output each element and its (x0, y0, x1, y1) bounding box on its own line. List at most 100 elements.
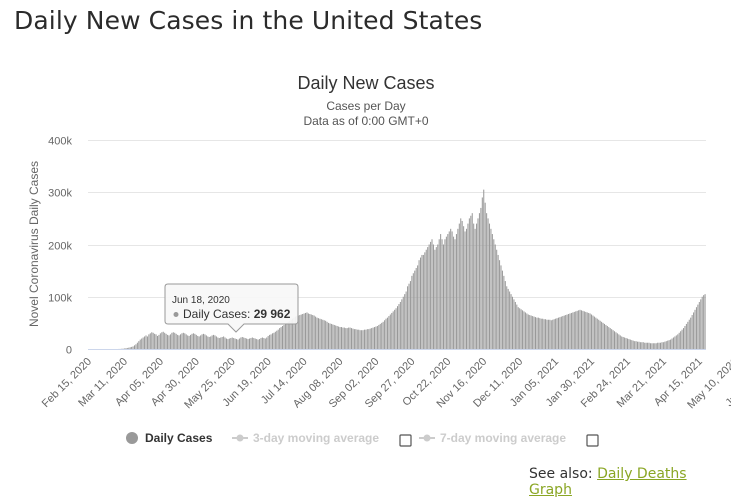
bar[interactable] (339, 327, 341, 349)
bar[interactable] (457, 228, 459, 349)
bar[interactable] (500, 265, 502, 349)
bar[interactable] (670, 339, 672, 349)
bar[interactable] (164, 332, 166, 349)
bar[interactable] (701, 296, 703, 349)
bar[interactable] (467, 223, 469, 349)
bar[interactable] (660, 342, 662, 349)
bar[interactable] (621, 336, 623, 349)
bar[interactable] (250, 338, 252, 349)
bar[interactable] (182, 332, 184, 349)
bar[interactable] (302, 313, 304, 349)
bar[interactable] (397, 306, 399, 349)
legend-item-daily-cases[interactable]: Daily Cases (126, 431, 213, 445)
bar[interactable] (292, 318, 294, 349)
bar[interactable] (139, 339, 141, 349)
bar[interactable] (645, 342, 647, 349)
bar[interactable] (453, 236, 455, 349)
bar[interactable] (458, 223, 460, 349)
bar[interactable] (626, 338, 628, 349)
bar[interactable] (375, 326, 377, 349)
bar[interactable] (478, 213, 480, 349)
bar[interactable] (273, 332, 275, 349)
bar[interactable] (455, 234, 457, 349)
bar[interactable] (223, 336, 225, 349)
bar[interactable] (484, 202, 486, 349)
bar[interactable] (154, 333, 156, 349)
bar[interactable] (677, 334, 679, 349)
bar[interactable] (208, 336, 210, 349)
bar[interactable] (368, 329, 370, 349)
bar[interactable] (545, 319, 547, 349)
bar[interactable] (499, 260, 501, 349)
bar[interactable] (306, 312, 308, 349)
bar[interactable] (227, 339, 229, 349)
bar[interactable] (619, 335, 621, 349)
bar[interactable] (217, 337, 219, 350)
bar[interactable] (256, 339, 258, 349)
bar[interactable] (593, 316, 595, 349)
bar[interactable] (501, 270, 503, 350)
bar[interactable] (168, 335, 170, 349)
bar[interactable] (270, 334, 272, 349)
bar[interactable] (297, 315, 299, 349)
bar[interactable] (169, 334, 171, 349)
bar[interactable] (675, 335, 677, 349)
bar[interactable] (497, 254, 499, 349)
bar[interactable] (190, 334, 192, 349)
bar[interactable] (123, 348, 125, 349)
bar[interactable] (191, 333, 193, 349)
bar[interactable] (503, 275, 505, 349)
bar[interactable] (569, 313, 571, 349)
bar[interactable] (688, 319, 690, 349)
bar[interactable] (145, 335, 147, 349)
bar[interactable] (601, 321, 603, 349)
bar[interactable] (200, 335, 202, 349)
bar[interactable] (504, 281, 506, 349)
bar[interactable] (342, 327, 344, 349)
bar[interactable] (195, 334, 197, 349)
bar[interactable] (316, 317, 318, 349)
bar[interactable] (204, 334, 206, 349)
bar[interactable] (596, 318, 598, 349)
bar[interactable] (496, 249, 498, 349)
bar[interactable] (516, 304, 518, 349)
bar[interactable] (614, 331, 616, 349)
bar[interactable] (529, 315, 531, 349)
bar[interactable] (144, 336, 146, 349)
bar[interactable] (437, 244, 439, 350)
bar[interactable] (668, 340, 670, 349)
bar[interactable] (580, 310, 582, 349)
bar[interactable] (606, 326, 608, 349)
bar[interactable] (585, 311, 587, 349)
bar[interactable] (276, 330, 278, 349)
bar[interactable] (635, 341, 637, 349)
bar[interactable] (271, 333, 273, 349)
daily-deaths-graph-link[interactable]: Daily Deaths Graph (529, 466, 687, 498)
bar[interactable] (394, 309, 396, 349)
bar[interactable] (438, 239, 440, 349)
bar[interactable] (539, 318, 541, 349)
bar[interactable] (654, 343, 656, 349)
bar[interactable] (560, 316, 562, 349)
bar[interactable] (392, 311, 394, 349)
bar[interactable] (359, 330, 361, 349)
bar[interactable] (240, 337, 242, 350)
bar[interactable] (624, 337, 626, 350)
bar[interactable] (536, 317, 538, 349)
bar[interactable] (588, 312, 590, 349)
bar[interactable] (234, 338, 236, 349)
bar[interactable] (352, 328, 354, 349)
bar[interactable] (264, 338, 266, 349)
bar[interactable] (133, 345, 136, 349)
bar[interactable] (244, 338, 246, 349)
bar[interactable] (424, 252, 426, 349)
bar[interactable] (461, 220, 463, 349)
bar[interactable] (181, 333, 183, 349)
bar[interactable] (171, 332, 173, 349)
bar[interactable] (286, 322, 288, 350)
bar[interactable] (156, 335, 159, 349)
bar[interactable] (566, 314, 568, 349)
bar[interactable] (379, 323, 381, 349)
bar[interactable] (511, 296, 514, 349)
bar[interactable] (634, 341, 636, 349)
